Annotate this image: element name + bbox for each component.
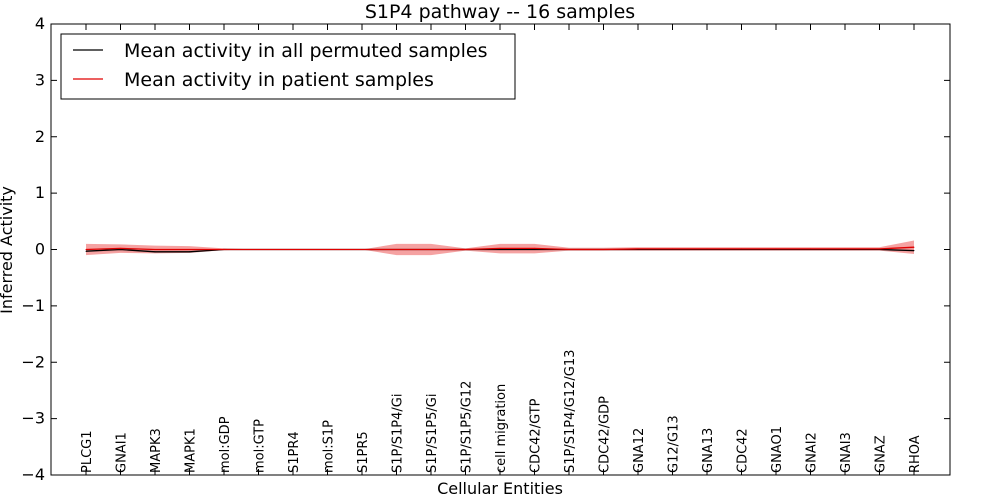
point-series-1-24 bbox=[913, 246, 915, 248]
x-tick-label: mol:S1P bbox=[322, 420, 337, 473]
point-series-1-12 bbox=[499, 247, 501, 249]
point-series-1-23 bbox=[879, 248, 880, 250]
series-lines bbox=[85, 246, 915, 253]
x-tick-label: GNA12 bbox=[632, 428, 647, 473]
point-series-1-15 bbox=[603, 249, 604, 250]
point-series-1-10 bbox=[430, 249, 432, 250]
y-tick-label: −2 bbox=[21, 352, 45, 371]
y-axis-ticks: 4 3 2 1 0 −1 −2 −3 −4 bbox=[21, 14, 950, 484]
x-tick-label: GNAZ bbox=[874, 435, 889, 473]
point-series-1-8 bbox=[361, 249, 363, 250]
x-tick-label: S1PR5 bbox=[356, 431, 371, 473]
point-series-0-24 bbox=[913, 250, 915, 252]
x-tick-label: MAPK1 bbox=[184, 428, 199, 473]
y-tick-label: 2 bbox=[35, 127, 45, 146]
y-tick-label: 0 bbox=[35, 240, 45, 259]
x-axis-label: Cellular Entities bbox=[437, 479, 563, 498]
point-series-1-20 bbox=[775, 248, 777, 250]
x-tick-label: S1PR4 bbox=[287, 431, 302, 473]
point-series-0-1 bbox=[120, 249, 121, 250]
point-series-0-0 bbox=[85, 250, 87, 252]
point-series-0-12 bbox=[499, 249, 501, 250]
point-series-1-21 bbox=[810, 248, 811, 250]
point-series-1-3 bbox=[189, 249, 190, 250]
point-series-1-9 bbox=[396, 249, 397, 250]
point-series-0-2 bbox=[154, 251, 156, 253]
x-tick-label: GNA13 bbox=[701, 428, 716, 473]
x-tick-label: GNAI1 bbox=[115, 432, 130, 473]
y-tick-label: 4 bbox=[35, 14, 45, 33]
point-series-1-7 bbox=[327, 249, 328, 250]
point-series-1-6 bbox=[292, 249, 294, 250]
x-tick-label: mol:GTP bbox=[253, 419, 268, 473]
point-series-1-18 bbox=[706, 248, 708, 250]
x-tick-label: S1P/S1P4/G12/G13 bbox=[563, 350, 578, 473]
point-series-1-0 bbox=[85, 249, 87, 250]
x-tick-label: cell migration bbox=[494, 384, 509, 473]
y-tick-label: −3 bbox=[21, 409, 45, 428]
legend: Mean activity in all permuted samples Me… bbox=[60, 33, 516, 100]
point-series-1-16 bbox=[637, 248, 639, 250]
y-tick-label: −1 bbox=[21, 296, 45, 315]
x-tick-label: PLCG1 bbox=[80, 430, 95, 473]
x-tick-label: G12/G13 bbox=[667, 415, 682, 473]
point-series-0-3 bbox=[189, 251, 190, 253]
point-series-1-4 bbox=[223, 249, 225, 250]
point-series-1-14 bbox=[568, 249, 570, 250]
x-tick-label: MAPK3 bbox=[149, 428, 164, 473]
y-axis-label: Inferred Activity bbox=[0, 186, 16, 314]
x-tick-label: GNAI2 bbox=[805, 432, 820, 473]
x-tick-label: S1P/S1P5/G12 bbox=[460, 381, 475, 473]
point-series-1-13 bbox=[534, 247, 535, 249]
x-tick-label: GNAI3 bbox=[839, 432, 854, 473]
legend-patient-label: Mean activity in patient samples bbox=[124, 69, 434, 91]
x-tick-label: CDC42/GTP bbox=[529, 398, 544, 473]
point-series-1-5 bbox=[258, 249, 259, 250]
x-tick-label: RHOA bbox=[908, 435, 923, 473]
point-series-1-17 bbox=[672, 248, 673, 250]
x-tick-label: mol:GDP bbox=[218, 416, 233, 473]
point-series-1-22 bbox=[844, 248, 846, 250]
x-tick-label: S1P/S1P4/Gi bbox=[391, 394, 406, 473]
point-series-1-19 bbox=[741, 248, 742, 250]
point-series-1-2 bbox=[154, 249, 156, 250]
point-series-1-1 bbox=[120, 247, 121, 249]
y-tick-label: −4 bbox=[21, 465, 45, 484]
x-axis-ticks: PLCG1 GNAI1 MAPK3 MAPK1 mol:GDP mol:GTP S1PR4 m… bbox=[80, 24, 923, 475]
x-tick-label: GNAO1 bbox=[770, 426, 785, 473]
y-tick-label: 3 bbox=[35, 70, 45, 89]
point-series-1-11 bbox=[465, 249, 466, 250]
y-tick-label: 1 bbox=[35, 183, 45, 202]
chart-title: S1P4 pathway -- 16 samples bbox=[365, 1, 635, 23]
x-tick-label: CDC42/GDP bbox=[598, 396, 613, 473]
x-tick-label: S1P/S1P5/Gi bbox=[425, 394, 440, 473]
legend-box bbox=[60, 33, 516, 100]
x-tick-label: CDC42 bbox=[736, 428, 751, 473]
legend-permuted-label: Mean activity in all permuted samples bbox=[124, 40, 487, 62]
point-series-0-13 bbox=[534, 249, 535, 250]
